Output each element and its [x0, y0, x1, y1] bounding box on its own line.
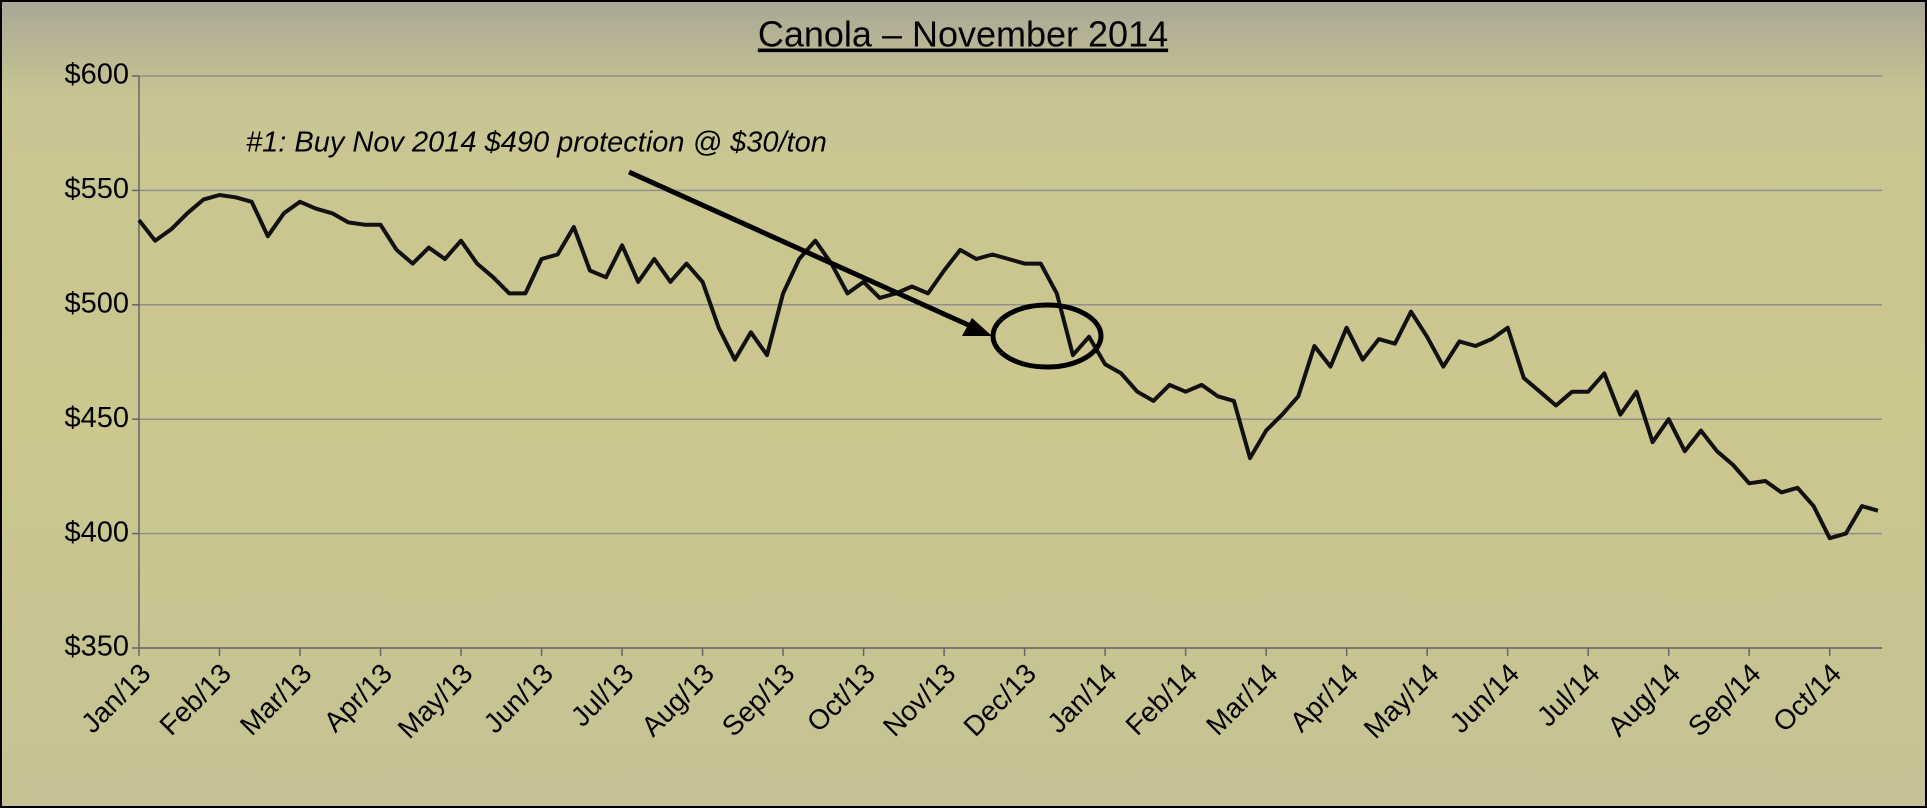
chart-title: Canola – November 2014	[758, 14, 1168, 55]
y-tick-label: $450	[64, 402, 129, 434]
y-tick-label: $600	[64, 59, 129, 91]
y-tick-label: $500	[64, 287, 129, 319]
chart: $350$400$450$500$550$600Jan/13Feb/13Mar/…	[0, 0, 1927, 808]
y-tick-label: $400	[64, 516, 129, 548]
page: $350$400$450$500$550$600Jan/13Feb/13Mar/…	[0, 0, 1927, 808]
y-tick-label: $550	[64, 173, 129, 205]
annotation: #1: Buy Nov 2014 $490 protection @ $30/t…	[246, 127, 827, 159]
y-tick-label: $350	[64, 631, 129, 663]
